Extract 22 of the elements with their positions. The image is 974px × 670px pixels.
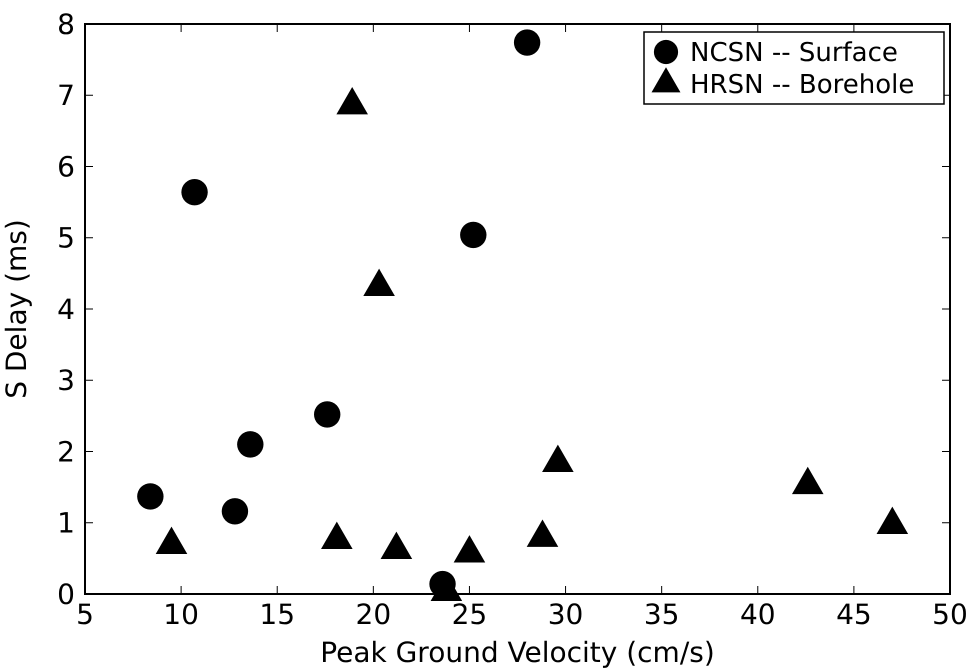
x-axis-title: Peak Ground Velocity (cm/s)	[320, 636, 715, 669]
y-tick-label: 8	[57, 8, 75, 41]
y-tick-label: 5	[57, 222, 75, 255]
x-tick-label: 35	[644, 598, 680, 631]
x-tick-label: 10	[163, 598, 199, 631]
x-tick-label: 20	[356, 598, 392, 631]
x-tick-label: 40	[740, 598, 776, 631]
y-tick-label: 2	[57, 435, 75, 468]
y-tick-label: 6	[57, 150, 75, 184]
y-tick-label: 0	[57, 578, 75, 611]
y-tick-label: 4	[57, 292, 75, 326]
x-tick-label: 50	[932, 598, 968, 631]
y-tick-label: 7	[57, 79, 75, 112]
x-tick-label: 45	[836, 598, 872, 631]
x-tick-label: 15	[259, 598, 296, 631]
y-tick-label: 1	[57, 506, 75, 540]
x-tick-label: 30	[548, 598, 584, 631]
x-tick-label: 25	[452, 598, 488, 631]
y-axis-title: S Delay (ms)	[0, 219, 33, 399]
legend-label: NCSN -- Surface	[690, 38, 898, 68]
legend-label: HRSN -- Borehole	[690, 70, 914, 100]
y-tick-label: 3	[57, 364, 75, 398]
